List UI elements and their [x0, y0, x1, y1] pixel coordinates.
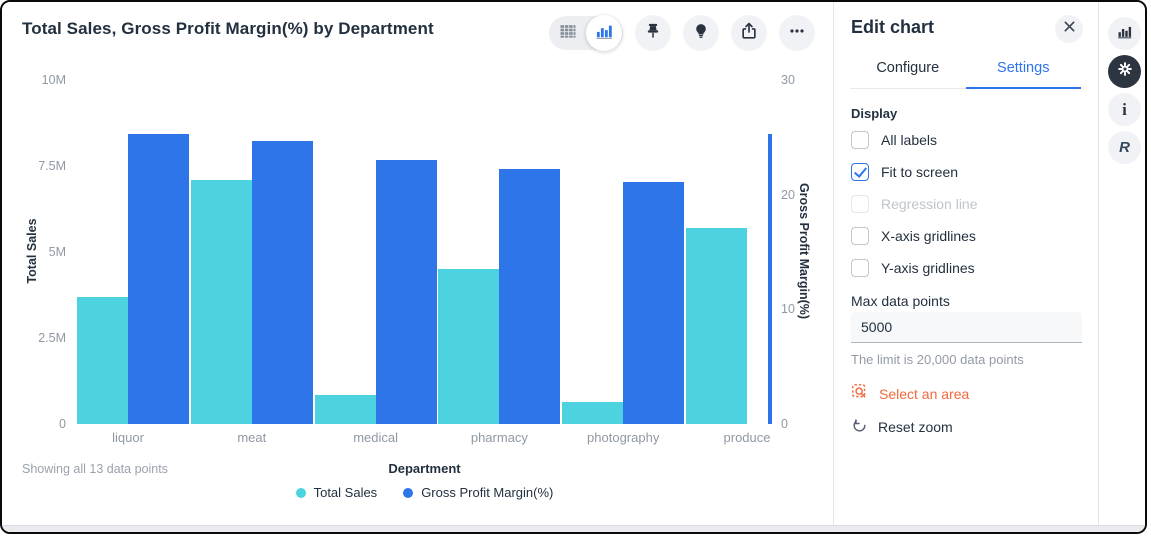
- bar-total-sales-photography[interactable]: [562, 402, 624, 424]
- checkbox-unchecked[interactable]: [851, 227, 869, 245]
- right-icon-rail: i R: [1098, 2, 1145, 532]
- view-toggle: [549, 15, 623, 51]
- x-tick-pharmacy: pharmacy: [470, 430, 528, 445]
- option-label: All labels: [881, 132, 938, 148]
- bar-total-sales-produce[interactable]: [686, 228, 747, 424]
- bar-gross-profit-margin-meat[interactable]: [251, 141, 313, 424]
- right-y-tick-30: 30: [781, 73, 795, 87]
- option-all-labels[interactable]: All labels: [851, 130, 1081, 150]
- tab-configure[interactable]: Configure: [850, 60, 966, 89]
- legend-dot: [403, 487, 414, 498]
- bar-total-sales-medical[interactable]: [314, 395, 376, 424]
- display-section-label: Display: [851, 106, 898, 121]
- bar-gross-profit-margin-pharmacy[interactable]: [499, 169, 561, 424]
- legend-dot: [295, 487, 306, 498]
- bar-total-sales-meat[interactable]: [190, 180, 252, 424]
- checkbox-checked[interactable]: [851, 163, 869, 181]
- bar-chart-view-button[interactable]: [586, 15, 622, 51]
- close-panel-button[interactable]: [1055, 15, 1083, 43]
- panel-tabs: Configure Settings: [850, 60, 1081, 89]
- checkbox-unchecked: [851, 195, 869, 213]
- select-area-label: Select an area: [879, 385, 970, 402]
- chart-card: Total Sales, Gross Profit Margin(%) by D…: [2, 2, 833, 532]
- chart-toolbar: [549, 15, 815, 51]
- option-fit-to-screen[interactable]: Fit to screen: [851, 162, 1081, 182]
- select-an-area-button[interactable]: Select an area: [851, 383, 969, 404]
- max-data-points-input[interactable]: [851, 312, 1082, 343]
- option-x-axis-gridlines[interactable]: X-axis gridlines: [851, 226, 1081, 246]
- max-data-points-label: Max data points: [851, 293, 950, 309]
- max-data-points-helper: The limit is 20,000 data points: [851, 352, 1024, 367]
- r-logo-icon: R: [1119, 139, 1130, 156]
- reset-zoom-label: Reset zoom: [878, 419, 953, 435]
- display-options-list: All labels Fit to screen Regression line X-…: [851, 130, 1081, 290]
- option-y-axis-gridlines[interactable]: Y-axis gridlines: [851, 258, 1081, 278]
- settings-rail-button[interactable]: [1108, 55, 1141, 88]
- bar-gross-profit-margin-liquor[interactable]: [128, 134, 189, 424]
- option-label: Y-axis gridlines: [881, 260, 975, 276]
- x-axis-name: Department: [388, 461, 461, 476]
- bar-chart-icon: [1116, 23, 1133, 45]
- more-button[interactable]: [779, 15, 815, 51]
- edit-chart-panel: Edit chart Configure Settings Display Al…: [833, 2, 1097, 532]
- r-script-rail-button[interactable]: R: [1108, 131, 1141, 164]
- right-y-tick-20: 20: [781, 187, 795, 202]
- chart-legend: Total Sales Gross Profit Margin(%): [77, 485, 772, 500]
- option-label: Fit to screen: [881, 164, 959, 180]
- left-y-tick-2.5M: 2.5M: [38, 331, 66, 345]
- lightbulb-icon: [691, 21, 711, 46]
- right-axis-title: Gross Profit Margin(%): [797, 182, 811, 320]
- legend-item-total-sales[interactable]: Total Sales: [295, 485, 378, 500]
- left-y-tick-7.5M: 7.5M: [38, 159, 66, 173]
- bar-gross-profit-margin-medical[interactable]: [375, 160, 437, 424]
- visualization-rail-button[interactable]: [1108, 17, 1141, 50]
- legend-label: Gross Profit Margin(%): [421, 485, 554, 500]
- legend-item-gross-profit-margin-[interactable]: Gross Profit Margin(%): [403, 485, 553, 500]
- table-icon: [558, 21, 578, 46]
- left-y-tick-5M: 5M: [48, 245, 66, 259]
- ellipsis-icon: [787, 21, 807, 46]
- table-view-button[interactable]: [549, 16, 586, 50]
- reset-zoom-icon: [851, 417, 868, 437]
- share-icon: [739, 21, 759, 46]
- bar-total-sales-pharmacy[interactable]: [438, 269, 500, 424]
- panel-title: Edit chart: [851, 17, 935, 37]
- x-tick-medical: medical: [353, 430, 398, 445]
- data-points-note: Showing all 13 data points: [22, 462, 168, 476]
- info-rail-button[interactable]: i: [1108, 93, 1141, 126]
- bar-gross-profit-margin-produce[interactable]: [768, 134, 772, 424]
- x-tick-produce: produce: [723, 430, 771, 445]
- x-tick-photography: photography: [587, 430, 660, 445]
- checkbox-unchecked[interactable]: [851, 131, 869, 149]
- bar-total-sales-liquor[interactable]: [77, 297, 128, 424]
- left-y-tick-0: 0: [59, 417, 66, 431]
- window-bottom-edge: [2, 525, 1145, 532]
- reset-zoom-button[interactable]: Reset zoom: [851, 417, 953, 437]
- option-regression-line: Regression line: [851, 194, 1081, 214]
- legend-label: Total Sales: [313, 485, 378, 500]
- x-tick-liquor: liquor: [112, 430, 144, 445]
- tab-settings[interactable]: Settings: [965, 60, 1081, 89]
- bar-gross-profit-margin-photography[interactable]: [623, 182, 685, 424]
- option-label: X-axis gridlines: [881, 228, 976, 244]
- right-y-tick-0: 0: [781, 417, 788, 431]
- checkbox-unchecked[interactable]: [851, 259, 869, 277]
- x-tick-meat: meat: [237, 430, 267, 445]
- chart-title: Total Sales, Gross Profit Margin(%) by D…: [22, 19, 434, 38]
- pin-button[interactable]: [635, 15, 671, 51]
- gear-icon: [1116, 60, 1134, 83]
- share-button[interactable]: [731, 15, 767, 51]
- bar-chart-icon: [594, 21, 614, 46]
- right-y-tick-10: 10: [781, 302, 795, 317]
- option-label: Regression line: [881, 196, 978, 212]
- left-y-tick-10M: 10M: [41, 73, 66, 87]
- info-icon: i: [1122, 99, 1127, 119]
- plot-area[interactable]: [77, 80, 772, 424]
- insights-button[interactable]: [683, 15, 719, 51]
- select-area-icon: [851, 383, 869, 404]
- close-icon: [1063, 20, 1076, 38]
- pin-icon: [643, 21, 663, 46]
- chart-region: Total Sales Gross Profit Margin(%) 0 2.5M…: [2, 58, 833, 454]
